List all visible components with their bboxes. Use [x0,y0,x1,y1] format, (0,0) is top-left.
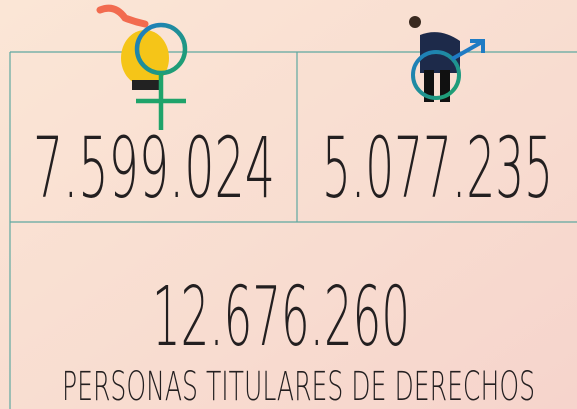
female-count: 7.599.024 [33,119,275,217]
female-icon [96,4,188,130]
total-label: PERSONAS TITULARES DE DERECHOS [62,364,535,409]
male-icon [409,16,485,102]
total-count: 12.676.260 [152,270,410,365]
male-count: 5.077.235 [322,119,553,217]
